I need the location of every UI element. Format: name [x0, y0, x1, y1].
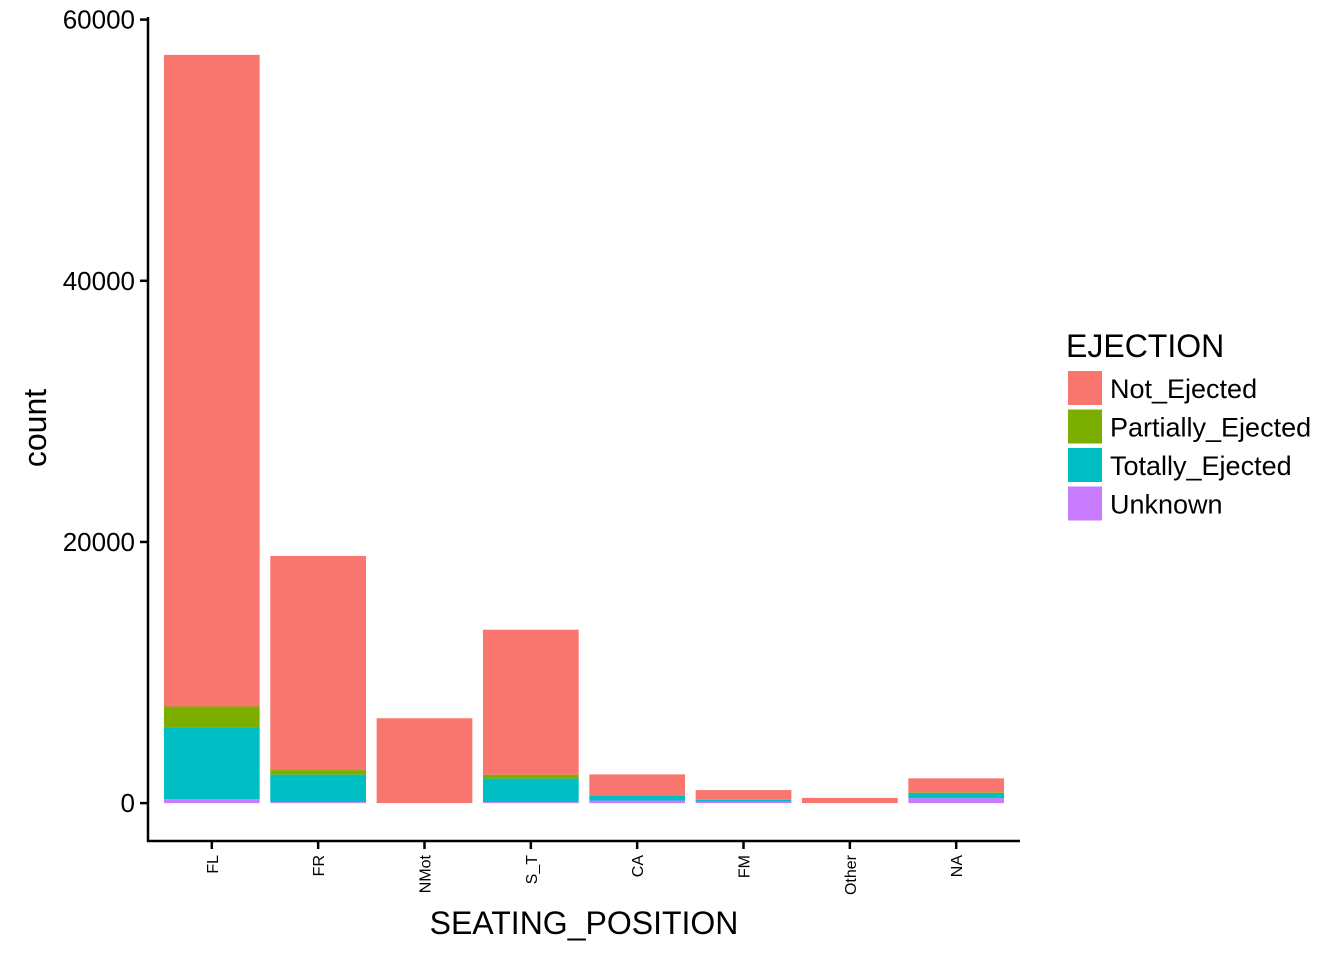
bar-NA-Partially_Ejected — [908, 792, 1005, 793]
y-tick-label: 60000 — [63, 5, 135, 35]
bar-S_T-Partially_Ejected — [482, 774, 579, 779]
bar-FL-Unknown — [163, 799, 260, 804]
x-axis-title: SEATING_POSITION — [430, 905, 739, 941]
legend-key-Not_Ejected — [1068, 371, 1102, 405]
bar-CA-Unknown — [589, 800, 686, 804]
bar-CA-Totally_Ejected — [589, 795, 686, 801]
x-tick-label-S_T: S_T — [524, 855, 541, 885]
bar-CA-Not_Ejected — [589, 774, 686, 796]
bar-FL-Totally_Ejected — [163, 727, 260, 800]
bar-Other-Not_Ejected — [802, 797, 898, 804]
y-tick-label: 0 — [121, 788, 135, 818]
bar-FM-Totally_Ejected — [695, 799, 792, 802]
legend-title: EJECTION — [1066, 328, 1224, 364]
x-tick-label-FL: FL — [205, 855, 222, 874]
bar-FM-Not_Ejected — [695, 790, 792, 800]
x-ticks: FL FR NMot S_T CA FM Other NA — [205, 841, 966, 895]
x-tick-label-CA: CA — [630, 855, 647, 878]
x-tick-label-FR: FR — [311, 855, 328, 876]
x-tick-label-Other: Other — [843, 854, 860, 895]
x-tick-label-NMot: NMot — [417, 854, 434, 893]
bar-NA-Not_Ejected — [908, 778, 1005, 793]
x-tick-label-FM: FM — [737, 855, 754, 878]
bar-NMot-Not_Ejected — [376, 718, 473, 804]
axes-layer — [146, 17, 1020, 843]
legend-key-Unknown — [1068, 486, 1102, 521]
bar-FR-Unknown — [270, 802, 366, 804]
bar-S_T-Not_Ejected — [482, 629, 579, 775]
legend-key-Totally_Ejected — [1068, 448, 1102, 482]
bar-NA-Unknown — [908, 798, 1005, 804]
bar-FR-Not_Ejected — [270, 555, 366, 771]
legend-label-Partially_Ejected: Partially_Ejected — [1110, 413, 1311, 443]
bar-CA-Partially_Ejected — [589, 795, 686, 796]
bar-S_T-Unknown — [482, 802, 579, 804]
bar-S_T-Totally_Ejected — [482, 778, 579, 803]
legend-key-Partially_Ejected — [1068, 409, 1102, 444]
legend-label-Unknown: Unknown — [1110, 490, 1223, 520]
bar-FR-Totally_Ejected — [270, 774, 366, 803]
y-tick-label: 20000 — [63, 527, 135, 557]
legend-label-Totally_Ejected: Totally_Ejected — [1110, 451, 1292, 481]
y-ticks: 0 20000 40000 60000 — [63, 5, 148, 818]
bar-NA-Totally_Ejected — [908, 792, 1005, 799]
legend-items: Not_Ejected Partially_Ejected Totally_Ejec… — [1068, 371, 1311, 521]
bar-FM-Unknown — [695, 801, 792, 804]
bars-layer — [163, 54, 1005, 804]
legend-label-Not_Ejected: Not_Ejected — [1110, 374, 1257, 404]
bar-FL-Not_Ejected — [163, 54, 260, 707]
y-axis-title: count — [17, 389, 53, 467]
legend: EJECTION Not_Ejected Partially_Ejected Tot… — [1066, 328, 1311, 521]
bar-FR-Partially_Ejected — [270, 770, 366, 775]
bar-FL-Partially_Ejected — [163, 706, 260, 728]
y-tick-label: 40000 — [63, 266, 135, 296]
x-tick-label-NA: NA — [949, 855, 966, 878]
